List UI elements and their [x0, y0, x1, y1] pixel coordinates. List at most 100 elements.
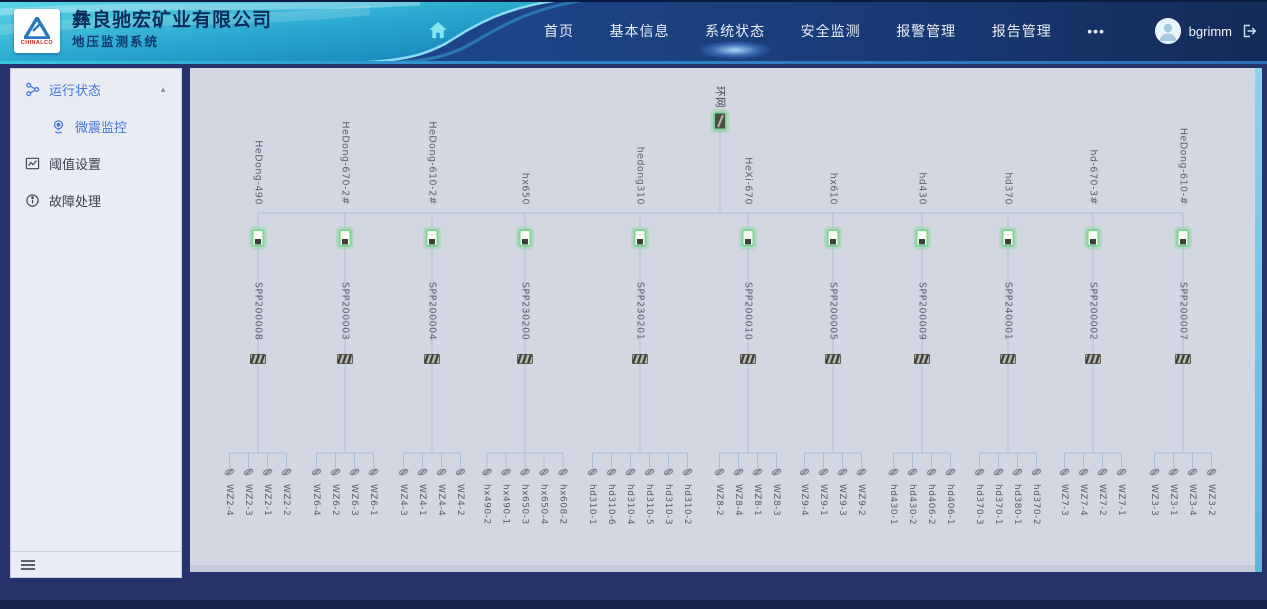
- sensor-icon-hd310-5[interactable]: [644, 468, 655, 476]
- daq-unit-icon-hedong-490[interactable]: [249, 354, 266, 364]
- sensor-icon-wz7-4[interactable]: [1078, 468, 1089, 476]
- system-name: 地压监测系统: [72, 35, 160, 49]
- sensor-icon-wz6-3[interactable]: [349, 468, 360, 476]
- sensor-label-hx490-2: hx490-2: [482, 484, 492, 525]
- nav-basic-info[interactable]: 基本信息: [609, 23, 670, 39]
- sensor-icon-hd406-1[interactable]: [945, 468, 956, 476]
- sensor-icon-wz8-3[interactable]: [771, 468, 782, 476]
- station-device-icon-hx650[interactable]: [516, 226, 534, 250]
- ring-network-switch-icon[interactable]: [710, 109, 730, 133]
- sensor-icon-hd430-2[interactable]: [907, 468, 918, 476]
- sensor-icon-wz3-4[interactable]: [1187, 468, 1198, 476]
- daq-unit-icon-hedong-610-2[interactable]: [423, 354, 440, 364]
- sensor-icon-wz2-1[interactable]: [262, 468, 273, 476]
- sensor-icon-wz2-4[interactable]: [224, 468, 235, 476]
- spp-label-hedong-670-2: SPP200003: [340, 282, 351, 340]
- sensor-icon-wz3-1[interactable]: [1168, 468, 1179, 476]
- sensor-icon-wz4-2[interactable]: [455, 468, 466, 476]
- station-device-icon-hd370[interactable]: [999, 226, 1017, 250]
- station-device-icon-hexi-670[interactable]: [739, 226, 757, 250]
- sensor-icon-hx608-2[interactable]: [558, 468, 568, 476]
- sensor-icon-wz6-2[interactable]: [330, 468, 341, 476]
- sensor-label-hd430-2: hd430-2: [907, 484, 917, 525]
- vertical-scrollbar[interactable]: [1255, 68, 1262, 572]
- sidebar-item-running-status[interactable]: 运行状态 ▲: [11, 71, 181, 108]
- sensor-icon-hd430-1[interactable]: [888, 468, 899, 476]
- daq-unit-icon-hexi-670[interactable]: [739, 354, 756, 364]
- sensor-icon-wz7-2[interactable]: [1097, 468, 1108, 476]
- sensor-icon-wz9-3[interactable]: [837, 468, 848, 476]
- sensor-label-wz7-1: WZ7-1: [1116, 484, 1126, 516]
- nav-report-management[interactable]: 报告管理: [991, 23, 1052, 39]
- sensor-icon-hd406-2[interactable]: [926, 468, 937, 476]
- sensor-icon-wz8-4[interactable]: [733, 468, 744, 476]
- collapse-sidebar-button[interactable]: [21, 558, 35, 572]
- sensor-icon-hd370-1[interactable]: [993, 468, 1004, 476]
- sensor-icon-hd310-3[interactable]: [663, 468, 674, 476]
- nav-safety-monitoring[interactable]: 安全监测: [800, 23, 861, 39]
- sensor-icon-wz9-1[interactable]: [818, 468, 829, 476]
- daq-unit-icon-hd430[interactable]: [913, 354, 930, 364]
- sidebar-item-threshold-settings[interactable]: 阈值设置: [11, 145, 181, 182]
- sensor-label-hd310-5: hd310-5: [644, 484, 654, 525]
- sensor-icon-wz3-3[interactable]: [1149, 468, 1160, 476]
- sensor-icon-hd370-3[interactable]: [974, 468, 985, 476]
- nav-alarm-management[interactable]: 报警管理: [896, 23, 957, 39]
- sensor-icon-wz6-1[interactable]: [368, 468, 379, 476]
- station-device-icon-hedong-610[interactable]: [1174, 226, 1192, 250]
- sensor-icon-wz7-1[interactable]: [1116, 468, 1127, 476]
- daq-unit-icon-hx610[interactable]: [824, 354, 841, 364]
- station-device-icon-hedong310[interactable]: [631, 226, 649, 250]
- sensor-icon-wz8-2[interactable]: [714, 468, 725, 476]
- sensor-icon-wz8-1[interactable]: [752, 468, 763, 476]
- sensor-icon-wz3-2[interactable]: [1206, 468, 1217, 476]
- sensor-icon-wz9-2[interactable]: [856, 468, 867, 476]
- avatar[interactable]: [1154, 18, 1181, 44]
- daq-unit-icon-hedong310[interactable]: [631, 354, 648, 364]
- station-device-icon-hedong-670-2[interactable]: [336, 226, 354, 250]
- sensor-icon-hx650-3[interactable]: [520, 468, 530, 476]
- logo-text: CHINALCO: [20, 39, 54, 46]
- daq-unit-icon-hd-670-3[interactable]: [1084, 354, 1101, 364]
- sensor-icon-wz9-4[interactable]: [799, 468, 810, 476]
- horizontal-scrollbar[interactable]: [190, 565, 1255, 572]
- sensor-icon-hd310-4[interactable]: [625, 468, 636, 476]
- sidebar-item-fault-handling[interactable]: 故障处理: [11, 182, 181, 219]
- daq-unit-icon-hedong-610[interactable]: [1174, 354, 1191, 364]
- station-device-icon-hd-670-3[interactable]: [1084, 226, 1102, 250]
- daq-unit-icon-hd370[interactable]: [999, 354, 1016, 364]
- sensor-icon-wz4-3[interactable]: [398, 468, 409, 476]
- nav-more[interactable]: •••: [1087, 23, 1105, 39]
- sensor-icon-wz6-4[interactable]: [311, 468, 322, 476]
- sensor-icon-wz4-4[interactable]: [436, 468, 447, 476]
- nav-system-status[interactable]: 系统状态: [703, 17, 767, 45]
- station-device-icon-hd430[interactable]: [913, 226, 931, 250]
- sensor-label-hx650-4: hx650-4: [539, 484, 549, 525]
- sensor-icon-wz2-2[interactable]: [281, 468, 292, 476]
- daq-unit-icon-hx650[interactable]: [516, 354, 533, 364]
- sidebar-item-microseismic-monitoring[interactable]: 微震监控: [11, 108, 181, 145]
- station-device-icon-hedong-490[interactable]: [249, 226, 267, 250]
- sensor-label-hd370-2: hd370-2: [1031, 484, 1041, 525]
- daq-unit-icon-hedong-670-2[interactable]: [336, 354, 353, 364]
- station-device-icon-hedong-610-2[interactable]: [423, 226, 441, 250]
- sensor-icon-hd310-6[interactable]: [606, 468, 617, 476]
- sensor-icon-wz4-1[interactable]: [417, 468, 428, 476]
- sensor-icon-hd370-2[interactable]: [1031, 468, 1042, 476]
- logout-icon[interactable]: [1240, 23, 1257, 39]
- station-device-icon-hx610[interactable]: [824, 226, 842, 250]
- sensor-icon-wz7-3[interactable]: [1059, 468, 1070, 476]
- sidebar-item-label: 运行状态: [49, 83, 102, 98]
- sensor-label-wz8-1: WZ8-1: [752, 484, 762, 516]
- station-label-hd-670-3: hd-670-3#: [1088, 149, 1099, 205]
- sensor-icon-hx490-1[interactable]: [501, 468, 511, 476]
- sensor-icon-hd380-1[interactable]: [1012, 468, 1023, 476]
- sensor-icon-hx490-2[interactable]: [482, 468, 492, 476]
- sensor-icon-hd310-1[interactable]: [587, 468, 598, 476]
- chevron-up-icon[interactable]: ▲: [159, 85, 167, 94]
- sensor-icon-wz2-3[interactable]: [243, 468, 254, 476]
- sensor-icon-hd310-2[interactable]: [682, 468, 693, 476]
- sensor-icon-hx650-4[interactable]: [539, 468, 549, 476]
- home-icon[interactable]: [428, 20, 448, 45]
- nav-home[interactable]: 首页: [544, 23, 574, 39]
